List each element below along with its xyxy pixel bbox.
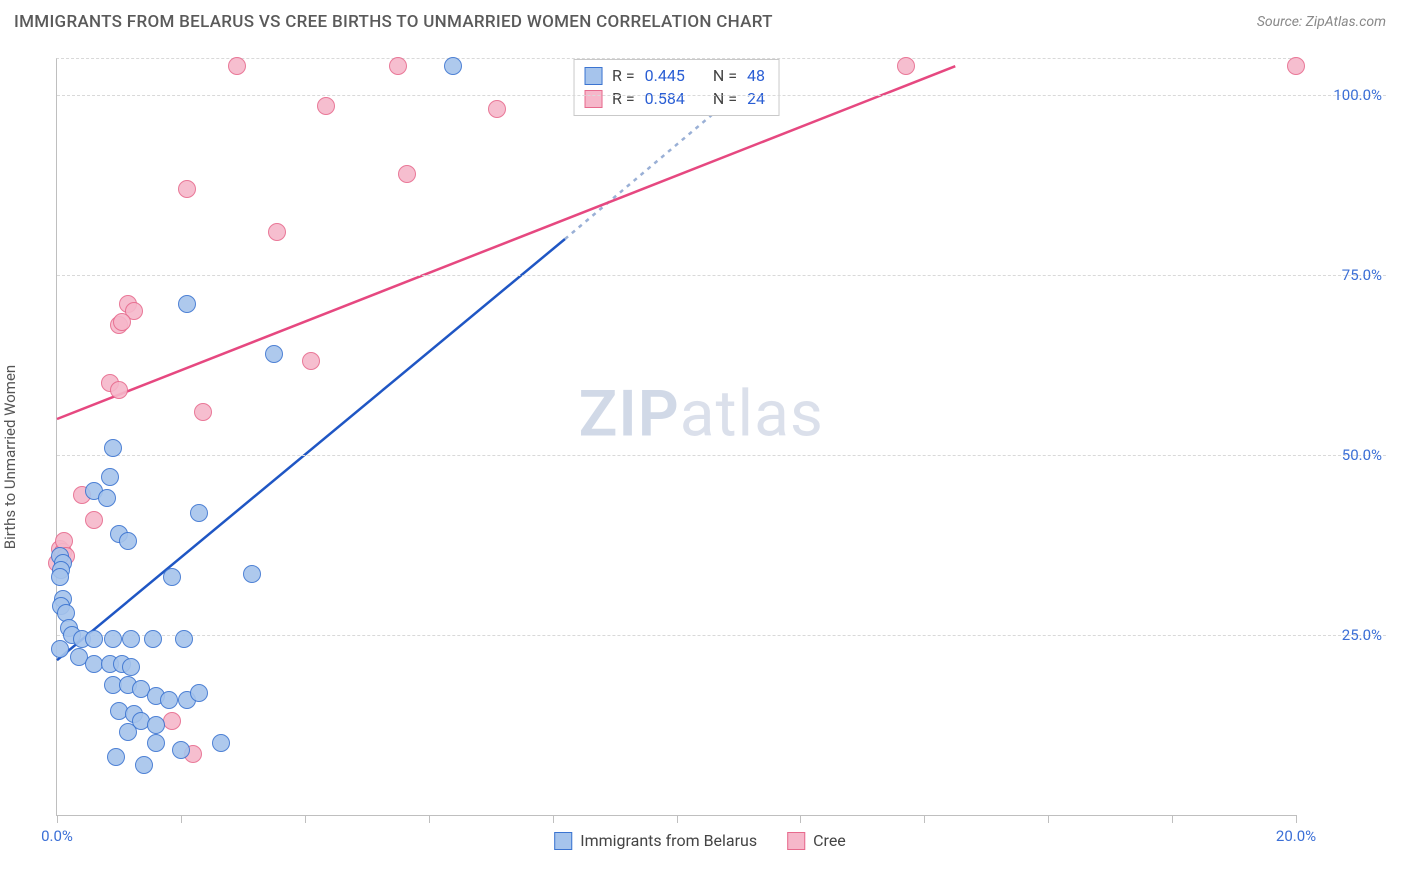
source-name: ZipAtlas.com bbox=[1306, 14, 1386, 30]
gridline bbox=[57, 275, 1386, 276]
legend-swatch bbox=[554, 832, 572, 850]
data-point bbox=[389, 57, 407, 75]
legend-r-label: R = bbox=[612, 87, 635, 110]
data-point bbox=[113, 313, 131, 331]
legend-row: R = 0.445 N = 48 bbox=[584, 64, 765, 87]
y-tick-label: 25.0% bbox=[1342, 626, 1382, 644]
data-point bbox=[135, 756, 153, 774]
chart-header: IMMIGRANTS FROM BELARUS VS CREE BIRTHS T… bbox=[0, 0, 1406, 40]
data-point bbox=[190, 684, 208, 702]
data-point bbox=[51, 568, 69, 586]
y-tick-label: 75.0% bbox=[1342, 266, 1382, 284]
x-tick bbox=[57, 815, 58, 823]
x-tick-label: 20.0% bbox=[1276, 827, 1316, 845]
data-point bbox=[147, 734, 165, 752]
source-prefix: Source: bbox=[1257, 14, 1306, 30]
legend-n-label: N = bbox=[713, 64, 737, 87]
plot-region: ZIPatlas R =0.445N =48R =0.584N =24 25.0… bbox=[56, 58, 1296, 816]
data-point bbox=[243, 565, 261, 583]
x-tick bbox=[553, 815, 554, 823]
data-point bbox=[104, 630, 122, 648]
legend-n-value: 48 bbox=[747, 64, 765, 87]
data-point bbox=[1287, 57, 1305, 75]
legend-swatch bbox=[584, 90, 602, 108]
data-point bbox=[85, 511, 103, 529]
x-tick bbox=[1172, 815, 1173, 823]
legend-n-value: 24 bbox=[747, 87, 765, 110]
y-tick-label: 50.0% bbox=[1342, 446, 1382, 464]
series-label: Cree bbox=[813, 831, 846, 850]
data-point bbox=[228, 57, 246, 75]
data-point bbox=[444, 57, 462, 75]
gridline bbox=[57, 635, 1386, 636]
data-point bbox=[98, 489, 116, 507]
data-point bbox=[104, 439, 122, 457]
data-point bbox=[897, 57, 915, 75]
data-point bbox=[212, 734, 230, 752]
x-tick bbox=[1296, 815, 1297, 823]
chart-area: Births to Unmarried Women ZIPatlas R =0.… bbox=[14, 58, 1386, 856]
chart-source: Source: ZipAtlas.com bbox=[1257, 14, 1386, 30]
legend-r-label: R = bbox=[612, 64, 635, 87]
y-axis-label: Births to Unmarried Women bbox=[1, 365, 19, 549]
y-tick-label: 100.0% bbox=[1333, 86, 1382, 104]
data-point bbox=[268, 223, 286, 241]
legend-r-value: 0.445 bbox=[645, 64, 685, 87]
gridline bbox=[57, 455, 1386, 456]
data-point bbox=[160, 691, 178, 709]
data-point bbox=[110, 381, 128, 399]
data-point bbox=[119, 723, 137, 741]
data-point bbox=[147, 716, 165, 734]
legend-swatch bbox=[584, 67, 602, 85]
series-legend-item: Cree bbox=[787, 831, 846, 850]
x-tick-label: 0.0% bbox=[41, 827, 73, 845]
legend-row: R = 0.584 N = 24 bbox=[584, 87, 765, 110]
trend-lines-layer bbox=[57, 59, 1296, 815]
x-tick bbox=[181, 815, 182, 823]
data-point bbox=[302, 352, 320, 370]
data-point bbox=[51, 640, 69, 658]
legend-n-label: N = bbox=[713, 87, 737, 110]
data-point bbox=[172, 741, 190, 759]
data-point bbox=[144, 630, 162, 648]
data-point bbox=[194, 403, 212, 421]
correlation-legend: R = 0.445 N = 48 R = 0.584 N = 24 bbox=[573, 59, 780, 116]
x-tick bbox=[429, 815, 430, 823]
legend-r-value: 0.584 bbox=[645, 87, 685, 110]
data-point bbox=[178, 295, 196, 313]
data-point bbox=[190, 504, 208, 522]
data-point bbox=[265, 345, 283, 363]
series-legend: Immigrants from Belarus Cree bbox=[554, 831, 846, 850]
data-point bbox=[122, 630, 140, 648]
data-point bbox=[119, 532, 137, 550]
data-point bbox=[122, 658, 140, 676]
data-point bbox=[488, 100, 506, 118]
data-point bbox=[175, 630, 193, 648]
x-tick bbox=[800, 815, 801, 823]
data-point bbox=[163, 712, 181, 730]
data-point bbox=[85, 630, 103, 648]
x-tick bbox=[1048, 815, 1049, 823]
chart-title: IMMIGRANTS FROM BELARUS VS CREE BIRTHS T… bbox=[14, 12, 773, 32]
series-legend-item: Immigrants from Belarus bbox=[554, 831, 757, 850]
x-tick bbox=[924, 815, 925, 823]
series-label: Immigrants from Belarus bbox=[580, 831, 757, 850]
x-tick bbox=[305, 815, 306, 823]
data-point bbox=[178, 180, 196, 198]
data-point bbox=[398, 165, 416, 183]
data-point bbox=[163, 568, 181, 586]
x-tick bbox=[677, 815, 678, 823]
data-point bbox=[107, 748, 125, 766]
data-point bbox=[317, 97, 335, 115]
legend-swatch bbox=[787, 832, 805, 850]
gridline bbox=[57, 95, 1386, 96]
data-point bbox=[101, 468, 119, 486]
